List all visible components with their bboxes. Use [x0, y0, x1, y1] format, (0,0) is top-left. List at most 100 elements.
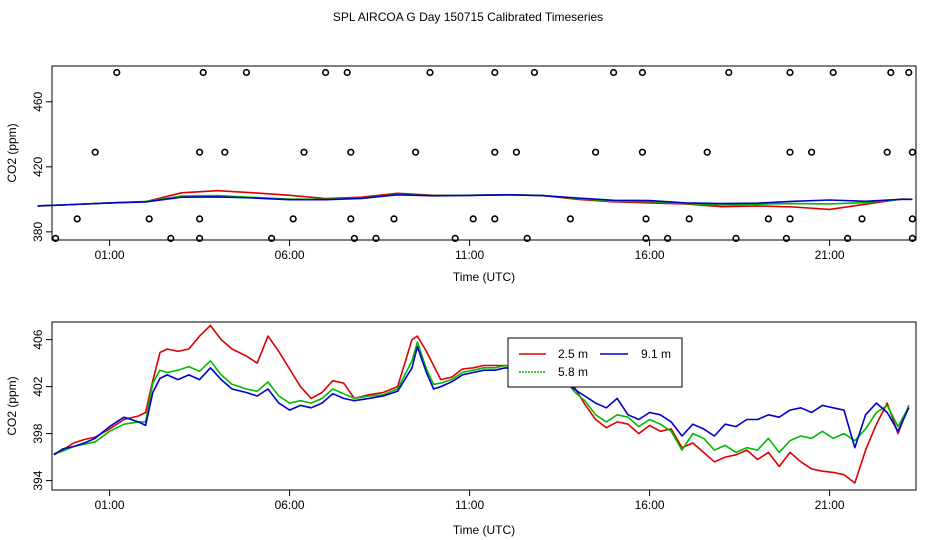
panel-2-x-axis: 01:00 06:00 11:00 16:00 21:00 [95, 490, 845, 512]
scatter-point [786, 68, 794, 77]
panel-1: 01:00 06:00 11:00 16:00 21:00 380 420 460 Time… [5, 65, 917, 284]
figure-title: SPL AIRCOA G Day 150715 Calibrated Times… [333, 10, 603, 24]
panel-2-ylabel: CO2 (ppm) [5, 376, 19, 435]
scatter-point [843, 234, 852, 242]
scatter-point [908, 215, 917, 223]
series-line-9-1-m [37, 194, 913, 207]
legend: 2.5 m 9.1 m 5.8 m [507, 337, 683, 388]
panel-2-marks [53, 324, 910, 484]
scatter-point [905, 68, 913, 77]
y-tick-label: 406 [31, 329, 45, 349]
panel-1-ylabel: CO2 (ppm) [5, 123, 19, 182]
scatter-point [512, 148, 521, 156]
legend-label-5-8m: 5.8 m [558, 365, 588, 379]
scatter-point [703, 148, 711, 156]
scatter-point [322, 68, 330, 77]
scatter-point [883, 148, 891, 156]
scatter-point [113, 68, 121, 77]
scatter-point [196, 148, 204, 156]
scatter-point [347, 148, 355, 156]
scatter-point [887, 68, 895, 77]
scatter-point [199, 68, 207, 77]
scatter-point [858, 215, 866, 223]
scatter-point [451, 234, 459, 242]
scatter-point [609, 68, 618, 77]
x-tick-label: 11:00 [455, 498, 484, 512]
panel-2: 01:00 06:00 11:00 16:00 21:00 394 398 402 406 T… [5, 321, 917, 537]
scatter-point [343, 68, 351, 77]
scatter-point [491, 215, 499, 223]
scatter-point [390, 215, 398, 223]
legend-label-9-1m: 9.1 m [641, 347, 671, 361]
panel-1-xlabel: Time (UTC) [453, 270, 515, 284]
x-tick-label: 16:00 [635, 248, 665, 262]
scatter-point [145, 215, 153, 223]
scatter-point [638, 148, 647, 156]
y-tick-label: 402 [31, 376, 45, 396]
scatter-point [196, 215, 204, 223]
scatter-point [91, 148, 99, 156]
series-line-2-5-m [37, 189, 913, 211]
y-tick-label: 460 [31, 91, 45, 111]
scatter-point [638, 68, 647, 77]
scatter-point [221, 148, 229, 156]
scatter-point [300, 148, 308, 156]
panel-2-xlabel: Time (UTC) [453, 523, 515, 537]
scatter-point [642, 234, 650, 242]
y-tick-label: 394 [31, 470, 45, 490]
scatter-point [350, 234, 359, 242]
scatter-point [372, 234, 380, 242]
scatter-point [412, 148, 420, 156]
x-tick-label: 06:00 [275, 248, 305, 262]
scatter-point [73, 215, 81, 223]
scatter-point [491, 68, 499, 77]
x-tick-label: 21:00 [815, 248, 845, 262]
series-line-2-5-m [53, 324, 910, 484]
scatter-point [51, 234, 60, 242]
x-tick-label: 01:00 [95, 248, 125, 262]
scatter-point [782, 234, 791, 242]
scatter-point [196, 234, 204, 242]
scatter-point [426, 68, 434, 77]
scatter-point [268, 234, 276, 242]
panel-1-frame [51, 65, 917, 241]
scatter-point [591, 148, 600, 156]
scatter-point [732, 234, 740, 242]
y-tick-label: 380 [31, 222, 45, 242]
scatter-point [685, 215, 693, 223]
panel-1-x-axis: 01:00 06:00 11:00 16:00 21:00 [95, 240, 845, 262]
scatter-point [523, 234, 531, 242]
x-tick-label: 21:00 [815, 498, 845, 512]
scatter-point [242, 68, 250, 77]
scatter-point [725, 68, 733, 77]
scatter-point [566, 215, 575, 223]
scatter-point [347, 215, 355, 223]
legend-label-2-5m: 2.5 m [558, 347, 588, 361]
x-tick-label: 01:00 [95, 498, 125, 512]
x-tick-label: 16:00 [635, 498, 665, 512]
y-tick-label: 420 [31, 156, 45, 176]
scatter-point [663, 234, 672, 242]
scatter-point [908, 148, 917, 156]
panel-1-marks [37, 68, 917, 242]
x-tick-label: 06:00 [275, 498, 305, 512]
scatter-point [764, 215, 773, 223]
scatter-point [908, 234, 917, 242]
panel-2-frame [51, 321, 917, 491]
x-tick-label: 11:00 [455, 248, 484, 262]
panel-2-y-axis: 394 398 402 406 [31, 329, 52, 491]
scatter-point [829, 68, 837, 77]
scatter-point [289, 215, 297, 223]
scatter-point [167, 234, 175, 242]
panel-1-y-axis: 380 420 460 [31, 91, 52, 242]
series-line-9-1-m [53, 345, 910, 456]
scatter-point [491, 148, 499, 156]
legend-box [507, 337, 683, 388]
y-tick-label: 398 [31, 423, 45, 443]
scatter-point [786, 215, 794, 223]
series-line-5-8-m [53, 341, 910, 455]
scatter-point [530, 68, 539, 77]
scatter-point [786, 148, 794, 156]
scatter-point [469, 215, 477, 223]
